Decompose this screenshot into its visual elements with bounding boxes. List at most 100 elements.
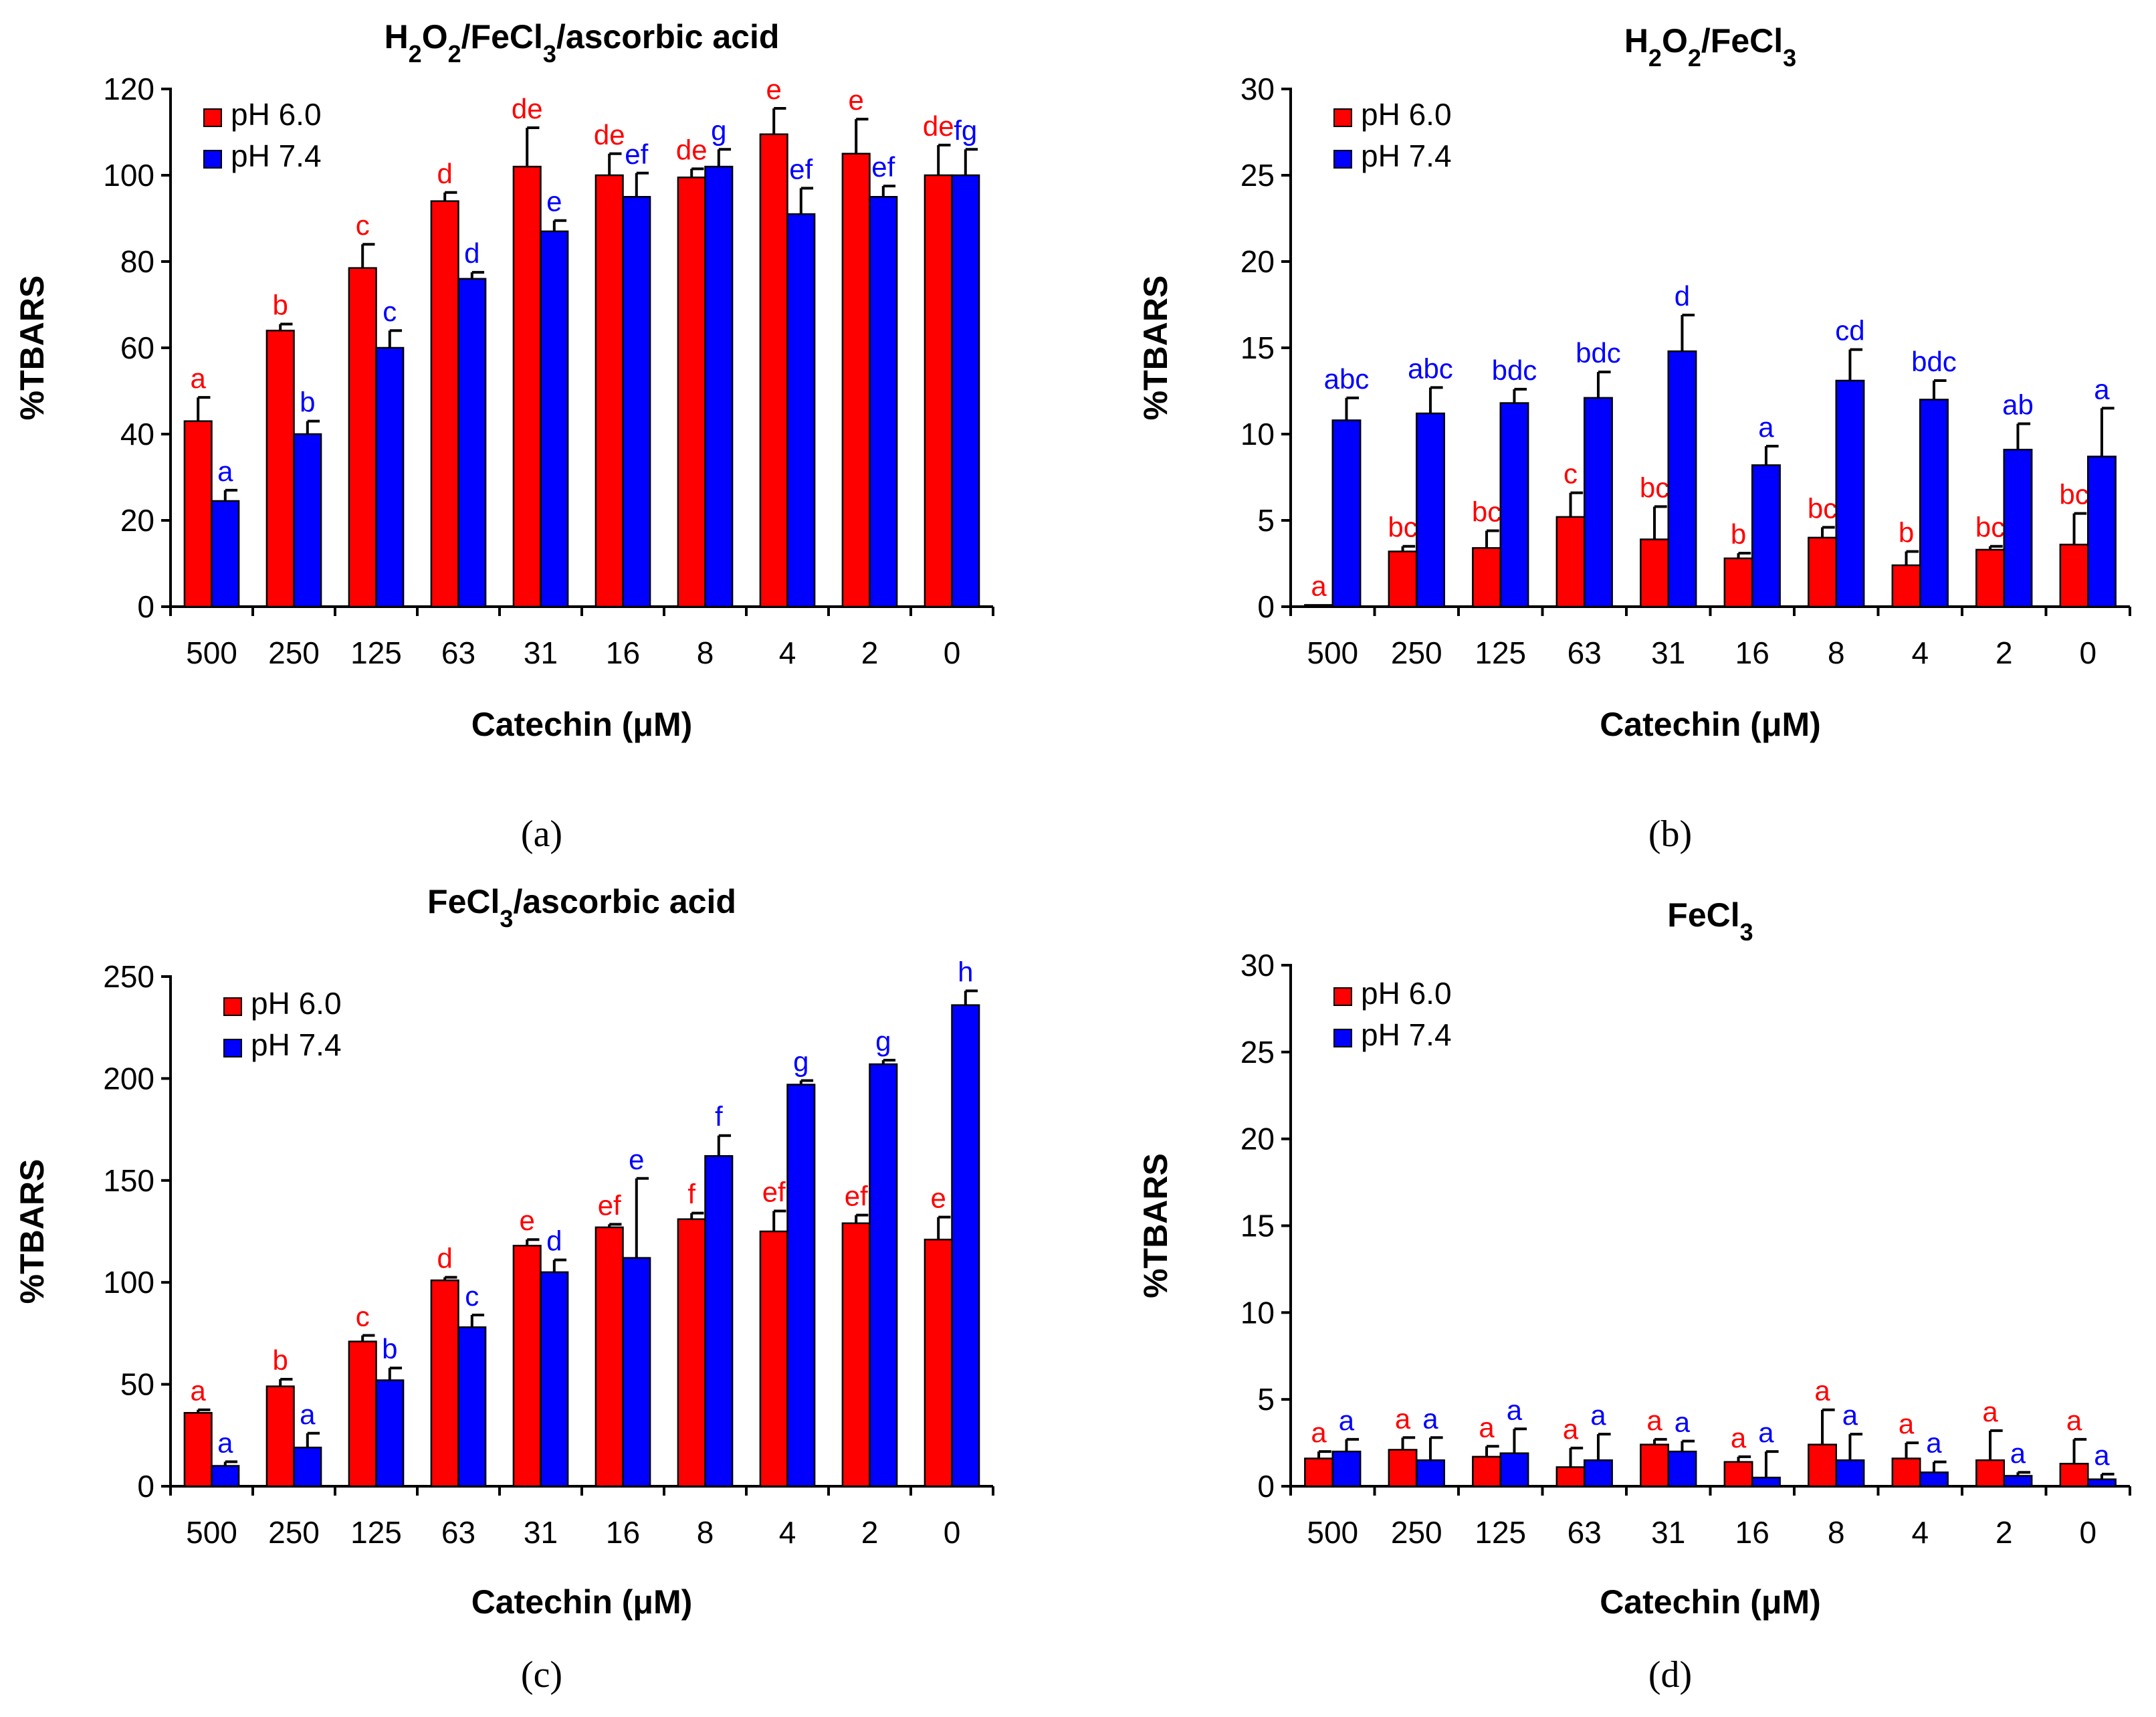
- chart-title-part: 2: [448, 40, 461, 68]
- y-axis-label: %TBARS: [1137, 1153, 1174, 1298]
- y-axis-label: %TBARS: [13, 1159, 51, 1304]
- bar-ph60: [1472, 1455, 1501, 1488]
- significance-letter: ef: [845, 1181, 868, 1212]
- x-axis-label: Catechin (μM): [1600, 706, 1821, 743]
- bar-ph60: [1891, 1457, 1921, 1488]
- chart-title: FeCl3/ascorbic acid: [427, 883, 736, 932]
- bar-ph74: [622, 1257, 651, 1488]
- x-tick-label: 8: [1828, 1515, 1845, 1550]
- bar-ph60: [1388, 550, 1418, 608]
- bar-ph60: [841, 153, 871, 608]
- bar-ph60: [430, 200, 459, 608]
- bar-ph60: [1640, 538, 1669, 608]
- legend-swatch: [223, 997, 242, 1016]
- y-axis-label: %TBARS: [1137, 276, 1174, 421]
- x-tick-label: 2: [1996, 1515, 2013, 1550]
- bar-ph60: [924, 1238, 953, 1488]
- significance-letter: a: [1842, 1399, 1858, 1431]
- significance-letter: b: [273, 290, 288, 321]
- legend-swatch: [1333, 1029, 1352, 1047]
- x-tick-label: 250: [1391, 635, 1442, 670]
- bar-ph60: [348, 1340, 377, 1488]
- bar-ph60: [183, 420, 213, 608]
- bar-ph74: [2087, 1478, 2117, 1488]
- y-tick-label: 40: [120, 417, 154, 451]
- significance-letter: a: [300, 1399, 316, 1430]
- y-tick-label: 20: [1241, 1122, 1275, 1156]
- panel-caption: (d): [1648, 1654, 1692, 1696]
- significance-letter: b: [1731, 518, 1746, 550]
- chart-title: FeCl3: [1667, 896, 1753, 946]
- legend-label: pH 7.4: [1361, 138, 1452, 173]
- x-tick-label: 4: [1911, 1515, 1929, 1550]
- chart-title-part: /FeCl: [461, 18, 543, 56]
- legend-label: pH 7.4: [251, 1027, 342, 1062]
- bar-ph60: [1723, 1461, 1753, 1488]
- significance-letter: a: [1731, 1422, 1747, 1453]
- significance-letter: bc: [1808, 492, 1837, 524]
- bar-ph60: [1640, 1443, 1669, 1488]
- significance-letter: g: [793, 1045, 808, 1077]
- chart-title-part: O: [1662, 22, 1688, 60]
- bar-ph74: [293, 433, 322, 608]
- bar-ph74: [1751, 464, 1781, 608]
- bar-ph74: [540, 1271, 569, 1488]
- y-tick-label: 30: [1241, 72, 1275, 106]
- x-tick-label: 31: [524, 635, 558, 670]
- bar-ph60: [1723, 557, 1753, 608]
- bar-ph60: [1891, 564, 1921, 608]
- significance-letter: a: [1590, 1399, 1606, 1431]
- bar-ph60: [265, 1385, 295, 1488]
- significance-letter: de: [676, 134, 708, 165]
- bar-ph60: [841, 1222, 871, 1488]
- chart-title-part: 3: [1740, 918, 1753, 946]
- significance-letter: ef: [871, 151, 895, 183]
- x-tick-label: 2: [1996, 635, 2013, 670]
- bar-ph74: [1751, 1476, 1781, 1488]
- y-tick-label: 15: [1241, 330, 1275, 365]
- significance-letter: b: [273, 1344, 288, 1376]
- x-tick-label: 250: [268, 635, 320, 670]
- x-tick-label: 63: [1568, 635, 1602, 670]
- bar-ph74: [1416, 1459, 1445, 1488]
- chart-title-part: /ascorbic acid: [513, 883, 736, 920]
- chart-title-part: 3: [500, 905, 513, 932]
- bar-ph74: [457, 1326, 487, 1488]
- bar-ph74: [1919, 399, 1949, 608]
- significance-letter: a: [1479, 1411, 1495, 1443]
- significance-letter: a: [1311, 1417, 1327, 1448]
- significance-letter: a: [1814, 1375, 1830, 1407]
- bar-ph74: [704, 165, 734, 608]
- x-tick-label: 4: [1911, 635, 1929, 670]
- bar-ph74: [786, 213, 816, 608]
- significance-letter: ef: [789, 153, 813, 185]
- significance-letter: c: [383, 296, 397, 327]
- bar-ph74: [2003, 448, 2033, 608]
- significance-letter: bdc: [1492, 355, 1537, 386]
- significance-letter: e: [629, 1144, 644, 1175]
- x-tick-label: 250: [1391, 1515, 1442, 1550]
- bar-ph74: [1499, 402, 1529, 608]
- significance-letter: c: [356, 1300, 370, 1332]
- x-tick-label: 8: [697, 1515, 714, 1550]
- chart-title-part: /FeCl: [1701, 22, 1783, 60]
- x-tick-label: 500: [1307, 1515, 1358, 1550]
- y-tick-label: 80: [120, 244, 154, 279]
- x-tick-label: 2: [861, 1515, 879, 1550]
- significance-letter: a: [1926, 1427, 1942, 1459]
- bar-ph74: [1667, 1450, 1697, 1488]
- significance-letter: f: [715, 1101, 723, 1132]
- significance-letter: a: [2094, 1439, 2110, 1471]
- bar-ph74: [457, 278, 487, 608]
- x-tick-label: 125: [350, 1515, 402, 1550]
- chart-title-part: 3: [543, 40, 556, 68]
- significance-letter: e: [520, 1205, 535, 1236]
- chart-title: H2O2/FeCl3: [1624, 22, 1796, 72]
- chart-title: H2O2/FeCl3/ascorbic acid: [385, 18, 780, 68]
- bar-ph74: [704, 1154, 734, 1488]
- bar-ph74: [951, 1004, 980, 1488]
- significance-letter: b: [300, 387, 315, 418]
- x-tick-label: 500: [186, 635, 237, 670]
